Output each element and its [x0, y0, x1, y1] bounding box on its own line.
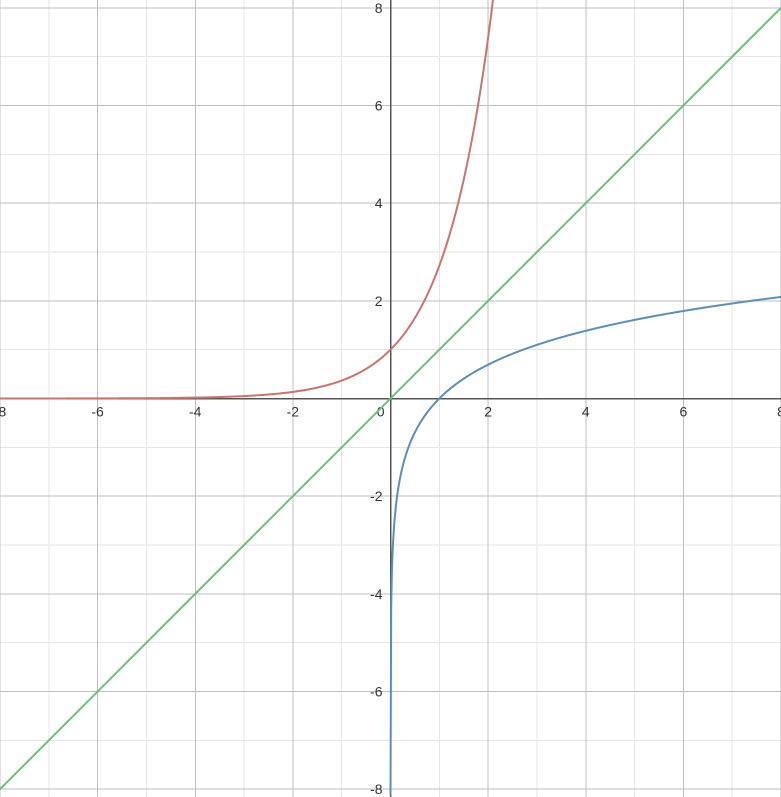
- x-tick-label: 2: [484, 404, 492, 420]
- y-tick-label: 8: [375, 0, 383, 16]
- y-tick-label: -2: [370, 488, 383, 504]
- y-tick-label: 4: [375, 195, 383, 211]
- function-plot: -8-6-4-202468-8-6-4-22468: [0, 0, 781, 797]
- x-tick-label: -8: [0, 404, 6, 420]
- y-tick-label: -8: [370, 781, 383, 797]
- y-tick-label: -6: [370, 684, 383, 700]
- x-tick-label: 8: [777, 404, 781, 420]
- y-tick-label: 2: [375, 293, 383, 309]
- exp-curve: [0, 0, 493, 398]
- x-tick-label: 4: [582, 404, 590, 420]
- y-tick-label: -4: [370, 586, 383, 602]
- x-tick-label: 6: [679, 404, 687, 420]
- x-tick-label: -4: [189, 404, 202, 420]
- y-tick-label: 6: [375, 97, 383, 113]
- x-tick-label: -6: [91, 404, 104, 420]
- x-tick-label: -2: [287, 404, 300, 420]
